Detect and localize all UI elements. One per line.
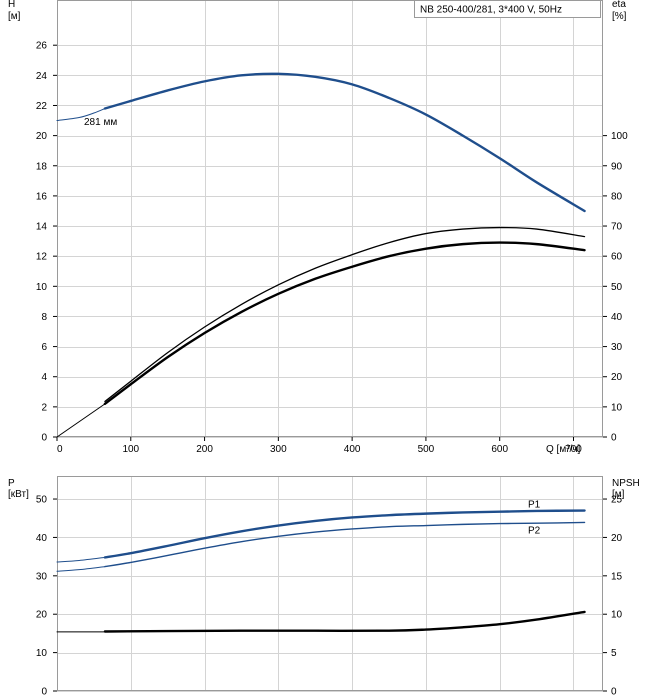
series-line-p2	[104, 521, 586, 568]
y-left-tick-label: 8	[41, 312, 47, 323]
title-box	[414, 0, 601, 18]
x-tick-label: 100	[122, 444, 139, 455]
series-line-p1	[56, 556, 106, 563]
y-right-tick-label: 20	[611, 372, 623, 383]
y-right-tick-label: 80	[611, 191, 623, 202]
x-tick-label: 600	[491, 444, 508, 455]
y-right-tick-label: 100	[611, 131, 628, 142]
plot-frame	[57, 476, 603, 691]
y-right-tick-label: 15	[611, 571, 623, 582]
y-left-tick-label: 20	[36, 610, 48, 621]
y-left-axis-label: P	[8, 478, 15, 489]
y-right-tick-label: 20	[611, 533, 623, 544]
y-right-tick-label: 10	[611, 402, 623, 413]
x-axis-label: Q [м³/ч]	[546, 444, 581, 455]
series-label-p2: P2	[528, 525, 541, 536]
plot-frame	[57, 0, 603, 437]
y-left-tick-label: 18	[36, 161, 48, 172]
y-left-tick-label: 24	[36, 71, 48, 82]
series-line-eta-thick	[103, 241, 586, 406]
y-right-axis-label: eta	[612, 0, 626, 10]
series-line-p2	[56, 566, 106, 572]
y-right-tick-label: 50	[611, 282, 623, 293]
y-left-tick-label: 50	[36, 495, 48, 506]
y-right-tick-label: 30	[611, 342, 623, 353]
y-left-tick-label: 16	[36, 191, 48, 202]
y-left-tick-label: 12	[36, 252, 48, 263]
y-left-tick-label: 10	[36, 282, 48, 293]
y-right-tick-label: 10	[611, 610, 623, 621]
curve-label-281mm: 281 мм	[84, 117, 117, 128]
series-line-p1	[103, 509, 586, 559]
y-right-tick-label: 5	[611, 648, 617, 659]
x-tick-label: 200	[196, 444, 213, 455]
x-tick-label: 500	[418, 444, 435, 455]
y-left-tick-label: 10	[36, 648, 48, 659]
series-line-eta-thick	[56, 403, 106, 438]
x-tick-label: 700	[565, 444, 582, 455]
y-left-tick-label: 14	[36, 222, 48, 233]
y-left-tick-label: 30	[36, 571, 48, 582]
y-right-tick-label: 0	[611, 433, 617, 444]
y-left-tick-label: 2	[41, 402, 47, 413]
series-line-eta-thin	[104, 226, 586, 403]
series-label-p1: P1	[528, 500, 541, 511]
y-left-axis-unit: [кВт]	[8, 489, 29, 500]
x-tick-label: 300	[270, 444, 287, 455]
series-line-281-мм	[103, 72, 586, 213]
y-right-axis-unit: [м]	[612, 489, 625, 500]
y-left-tick-label: 40	[36, 533, 48, 544]
y-right-axis-unit: [%]	[612, 11, 627, 22]
y-left-tick-label: 26	[36, 41, 48, 52]
y-left-tick-label: 0	[41, 687, 47, 698]
chart-title: NB 250-400/281, 3*400 V, 50Hz	[420, 5, 562, 16]
y-right-axis-label: NPSH	[612, 478, 640, 489]
x-tick-label: 400	[344, 444, 361, 455]
series-line-281-мм	[56, 108, 106, 122]
y-right-tick-label: 70	[611, 222, 623, 233]
y-left-tick-label: 22	[36, 101, 48, 112]
y-right-tick-label: 60	[611, 252, 623, 263]
y-right-tick-label: 90	[611, 161, 623, 172]
y-left-tick-label: 20	[36, 131, 48, 142]
y-left-tick-label: 6	[41, 342, 47, 353]
x-tick-label: 0	[57, 444, 63, 455]
y-left-tick-label: 4	[41, 372, 47, 383]
y-right-tick-label: 40	[611, 312, 623, 323]
y-right-tick-label: 25	[611, 495, 623, 506]
y-left-tick-label: 0	[41, 433, 47, 444]
y-left-axis-unit: [м]	[8, 11, 21, 22]
y-left-axis-label: H	[8, 0, 15, 10]
y-right-tick-label: 0	[611, 687, 617, 698]
series-line-npsh	[103, 610, 586, 633]
